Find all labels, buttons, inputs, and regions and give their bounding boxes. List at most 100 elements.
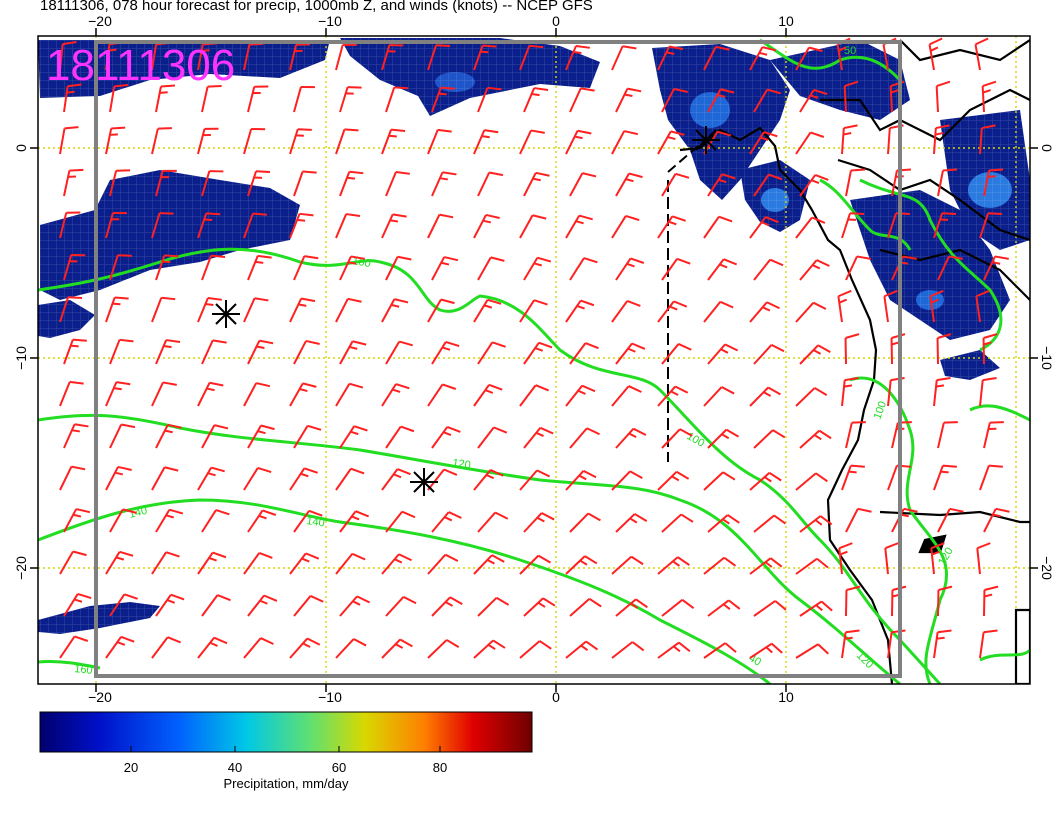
wind-barb [749,46,777,71]
wind-barb [151,296,176,323]
lat-tick-label: −20 [1039,556,1055,580]
wind-barb [59,380,84,407]
wind-barb [795,557,829,575]
wind-barb [523,256,552,281]
wind-barb [381,638,413,659]
wind-barb [845,168,865,197]
wind-barb [569,172,597,197]
wind-barb [661,343,692,365]
wind-barb [381,468,411,491]
wind-barb [523,597,556,617]
wind-barb [979,212,1003,239]
wind-barb [565,640,599,659]
wind-barb [431,511,462,533]
wind-barb [615,513,648,533]
wind-barb [565,44,590,71]
contour-label: 100 [872,400,890,421]
wind-barb [427,44,451,71]
wind-barb [611,641,645,659]
wind-barb [339,255,365,281]
wind-barb [795,472,828,491]
wind-barb [753,429,786,449]
wind-barb [197,551,227,575]
wind-barb [427,213,454,239]
wind-barb [937,585,953,617]
wind-barb [339,340,367,365]
wind-barb [105,550,134,575]
wind-barb [201,170,224,197]
wind-barb [799,429,832,449]
wind-barb [385,425,415,449]
wind-barb [519,640,552,659]
wind-barb [335,128,359,155]
wind-barb [703,45,730,71]
wind-barb [473,383,503,407]
contour-east-c [969,404,1030,422]
lat-tick-label: 0 [1039,144,1055,152]
frame-ticks [30,28,1038,692]
wind-barb [523,87,549,113]
wind-barb [661,257,691,281]
wind-barb [339,170,364,197]
asterisk-marker [410,468,438,496]
lon-tick-label: −20 [88,13,112,29]
wind-barb [707,599,741,617]
wind-barb [937,255,963,281]
wind-barb [289,128,312,155]
wind-barb [845,585,861,617]
wind-barb [753,258,784,281]
wind-barb [201,594,231,617]
wind-barb [795,46,823,71]
wind-barb [63,168,84,197]
wind-barb [523,341,553,365]
wind-barb [385,595,417,617]
wind-barb [473,554,505,575]
wind-barb [289,467,318,491]
wind-barb [930,542,945,575]
wind-barb [611,300,641,323]
wind-barb [753,600,787,617]
wind-barb [753,514,787,533]
wind-barb [565,129,592,155]
wind-barb [657,470,690,491]
contour-east-d [979,648,1030,662]
wind-barb [979,124,996,155]
wind-barb [611,555,644,575]
lon-tick-label: 0 [552,13,560,29]
lon-tick-label: 0 [552,689,560,705]
wind-barb [63,592,92,617]
wind-barb [59,465,86,491]
wind-barb [293,424,322,449]
wind-barb [289,637,321,659]
wind-barb [611,470,643,491]
wind-barb [519,299,548,323]
wind-barb [615,257,645,281]
wind-barb [841,629,860,659]
colorbar-tick-label: 40 [227,760,243,775]
wind-barb [201,254,226,281]
wind-barb [707,428,740,449]
colorbar-tick-label: 60 [331,760,347,775]
wind-barb [657,300,688,323]
wind-barbs [59,37,1010,659]
lat-tick-label: −20 [13,556,29,580]
wind-barb [976,542,991,575]
colorbar [39,711,533,753]
wind-barb [63,338,87,365]
wind-barb [289,297,316,323]
wind-barb [565,299,595,323]
wind-barb [151,466,179,491]
wind-barb [431,596,463,617]
wind-barb [933,376,951,407]
wind-barb [155,423,182,449]
wind-barb [243,382,271,407]
wind-barb [523,512,555,533]
wind-barb [838,542,853,575]
wind-barb [243,466,272,491]
wind-barb [883,289,898,323]
wind-barb [749,386,781,407]
contour-100 [38,247,942,684]
wind-barb [657,641,691,659]
wind-barb [936,333,952,365]
wind-barb [473,213,500,239]
